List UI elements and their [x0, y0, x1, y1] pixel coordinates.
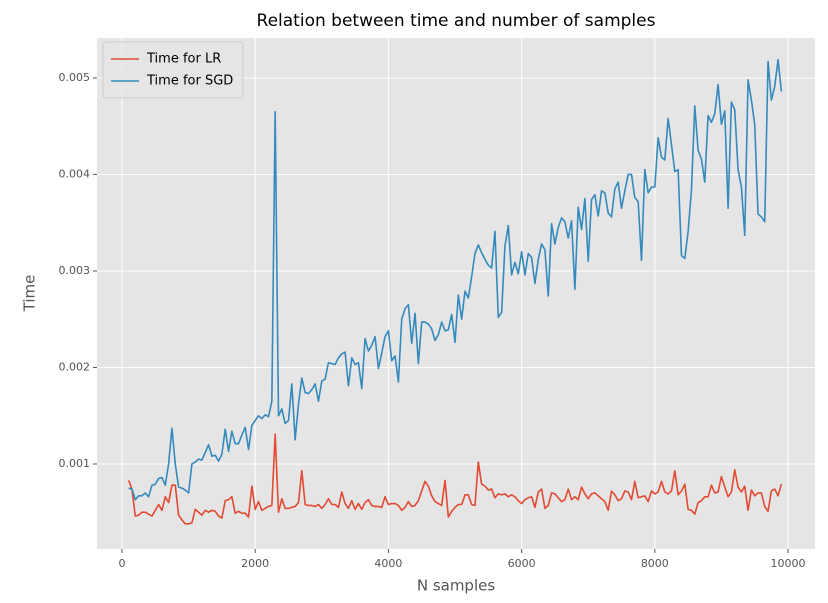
- legend-label: Time for SGD: [146, 74, 233, 89]
- chart-title: Relation between time and number of samp…: [257, 11, 656, 31]
- x-axis-label: N samples: [417, 577, 496, 595]
- x-tick-label: 2000: [241, 557, 269, 570]
- legend-label: Time for LR: [146, 52, 221, 67]
- y-axis-label: Time: [21, 275, 39, 313]
- y-tick-label: 0.003: [59, 264, 91, 277]
- x-tick-label: 4000: [374, 557, 402, 570]
- y-tick-label: 0.004: [59, 167, 91, 180]
- y-tick-label: 0.001: [59, 457, 91, 470]
- x-tick-label: 0: [118, 557, 125, 570]
- x-tick-label: 8000: [641, 557, 669, 570]
- line-series: [127, 433, 783, 525]
- y-tick-label: 0.005: [59, 71, 91, 84]
- plot-area: [97, 38, 815, 549]
- legend: Time for LR Time for SGD: [102, 41, 244, 99]
- x-tick-label: 6000: [508, 557, 536, 570]
- x-tick-label: 10000: [771, 557, 806, 570]
- line-series: [128, 58, 783, 501]
- y-tick-label: 0.002: [59, 360, 91, 373]
- legend-box: [102, 41, 244, 99]
